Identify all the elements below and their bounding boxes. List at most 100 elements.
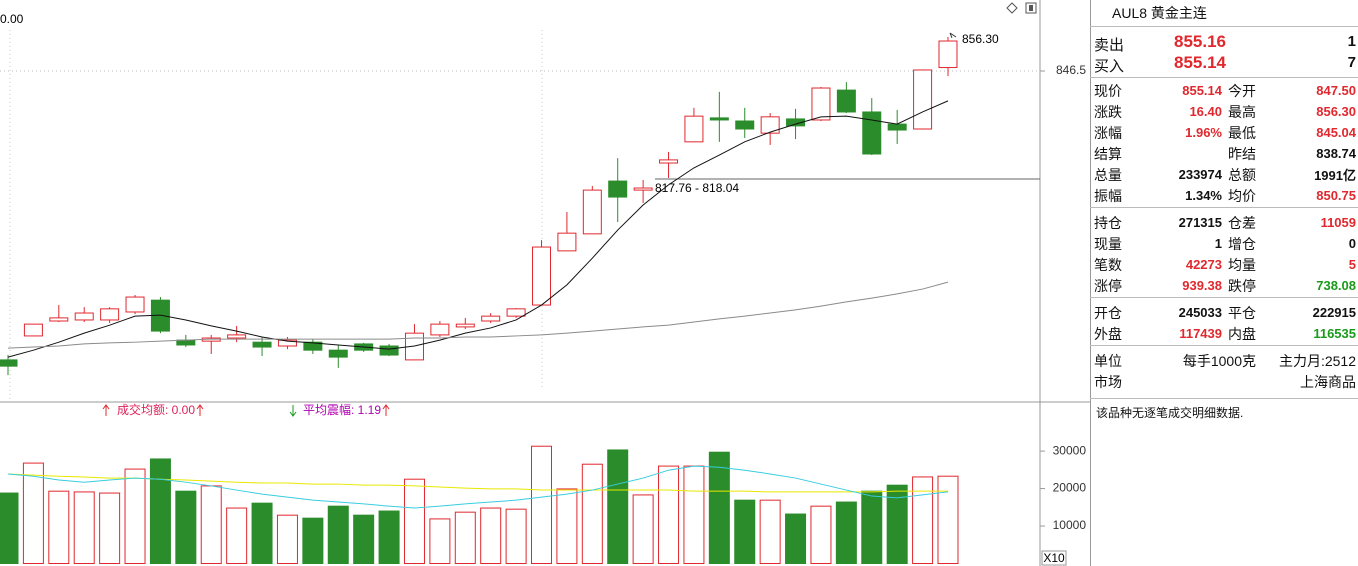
volume-bar	[785, 513, 807, 564]
stat-label: 开仓	[1094, 304, 1122, 321]
stat-label: 内盘	[1228, 325, 1256, 342]
stat-row: 总量 233974 总额 1991亿	[1094, 164, 1356, 185]
stat-row: 振幅 1.34% 均价 850.75	[1094, 185, 1356, 206]
volume-bar	[149, 458, 171, 565]
volume-bar	[73, 491, 95, 564]
stat-value: 1.34%	[1185, 188, 1222, 203]
ask-row: 卖出 855.16 1	[1094, 32, 1356, 54]
candle-body	[659, 159, 679, 164]
stat-label: 平仓	[1228, 304, 1256, 321]
stat-label: 外盘	[1094, 325, 1122, 342]
volume-bar	[99, 492, 121, 564]
panel-border	[1090, 0, 1091, 566]
stat-label: 最低	[1228, 124, 1256, 141]
candle-body	[328, 349, 348, 358]
candle-body	[862, 111, 882, 155]
stat-value: 117439	[1179, 326, 1222, 341]
instrument-title: AUL8 黄金主连	[1112, 5, 1207, 21]
candle-body	[913, 69, 933, 130]
volume-bar	[861, 490, 883, 565]
stat-value: 42273	[1185, 257, 1222, 272]
volume-bar	[124, 468, 146, 564]
market-row: 市场 上海商品	[1094, 371, 1356, 392]
ask-price: 855.16	[1174, 32, 1226, 51]
volume-bar	[658, 465, 680, 565]
stat-label: 跌停	[1228, 277, 1256, 294]
moving-average-line	[7, 100, 949, 358]
volume-bar	[912, 476, 934, 565]
stat-row: 现价 855.14 今开 847.50	[1094, 80, 1356, 101]
stat-label: 总量	[1094, 166, 1122, 183]
volume-bar	[226, 507, 248, 564]
stat-value: 845.04	[1316, 125, 1356, 140]
stat-label: 仓差	[1228, 214, 1256, 231]
chart: 0.00 856.30 817.76 - 818.04 成交均额: 0.00 平…	[0, 0, 1090, 566]
window-icon[interactable]	[1025, 2, 1037, 14]
stat-row: 笔数 42273 均量 5	[1094, 254, 1356, 275]
up-arrow	[102, 404, 110, 416]
stat-value: 738.08	[1316, 278, 1356, 293]
candle-body	[532, 246, 552, 306]
stat-value: 939.38	[1182, 278, 1222, 293]
market-label: 市场	[1094, 373, 1122, 390]
stat-row: 涨停 939.38 跌停 738.08	[1094, 275, 1356, 296]
high-pointer	[949, 32, 957, 39]
stat-label: 涨跌	[1094, 103, 1122, 120]
stat-value: 11059	[1320, 215, 1356, 230]
stat-label: 笔数	[1094, 256, 1122, 273]
candle-body	[49, 317, 69, 322]
candle-body	[455, 323, 475, 328]
separator	[1090, 345, 1358, 346]
candle-body	[74, 312, 94, 321]
volume-bar	[175, 490, 197, 565]
volume-bar	[276, 514, 298, 565]
up-arrow	[196, 404, 204, 416]
candle-body	[709, 117, 729, 121]
volume-bar	[454, 511, 476, 564]
volume-bar	[327, 505, 349, 565]
stat-value: 0	[1348, 236, 1356, 251]
candle-body	[430, 323, 450, 336]
stat-value: 856.30	[1316, 104, 1356, 119]
volume-average-line	[7, 465, 949, 509]
candle-body	[735, 120, 755, 130]
candle-body	[0, 359, 18, 367]
candle-body	[786, 118, 806, 127]
trade-detail-note: 该品种无逐笔成交明细数据.	[1096, 406, 1244, 420]
separator	[1090, 297, 1358, 298]
volume-bar	[937, 475, 959, 564]
stat-label: 持仓	[1094, 214, 1122, 231]
candle-body	[379, 345, 399, 356]
stat-row: 现量 1 增仓 0	[1094, 233, 1356, 254]
stat-value: 838.74	[1316, 146, 1356, 161]
stat-row: 结算 昨结 838.74	[1094, 143, 1356, 164]
candle-body	[252, 341, 272, 348]
separator	[1090, 398, 1358, 399]
candle-body	[404, 332, 424, 361]
volume-bar	[886, 484, 908, 565]
diamond-icon[interactable]	[1006, 2, 1018, 14]
stat-label: 今开	[1228, 82, 1256, 99]
volume-bar	[480, 507, 502, 564]
main-contract: 主力月:2512	[1278, 352, 1356, 369]
up-arrow	[382, 404, 390, 416]
candle-body	[125, 296, 145, 313]
volume-bar	[403, 478, 425, 565]
unit-value: 每手1000克	[1182, 352, 1256, 369]
quote-panel: AUL8 黄金主连 卖出 855.16 1 买入 855.14 7 现价 855.14 今开…	[1090, 0, 1358, 566]
unit-label: X10	[1043, 551, 1065, 565]
volume-bar	[759, 499, 781, 564]
indicator-label: 成交均额: 0.00	[117, 402, 195, 417]
stat-label: 现量	[1094, 235, 1122, 252]
volume-bar	[48, 490, 70, 565]
bid-volume: 7	[1347, 54, 1356, 71]
indicator-label: 平均震幅: 1.19	[303, 402, 381, 417]
volume-bar	[251, 502, 273, 564]
stat-value: 116535	[1313, 326, 1356, 341]
stat-value: 1	[1214, 236, 1222, 251]
candle-body	[23, 323, 43, 337]
volume-bar	[734, 499, 756, 564]
volume-bar	[810, 505, 832, 565]
candle-body	[633, 187, 653, 191]
